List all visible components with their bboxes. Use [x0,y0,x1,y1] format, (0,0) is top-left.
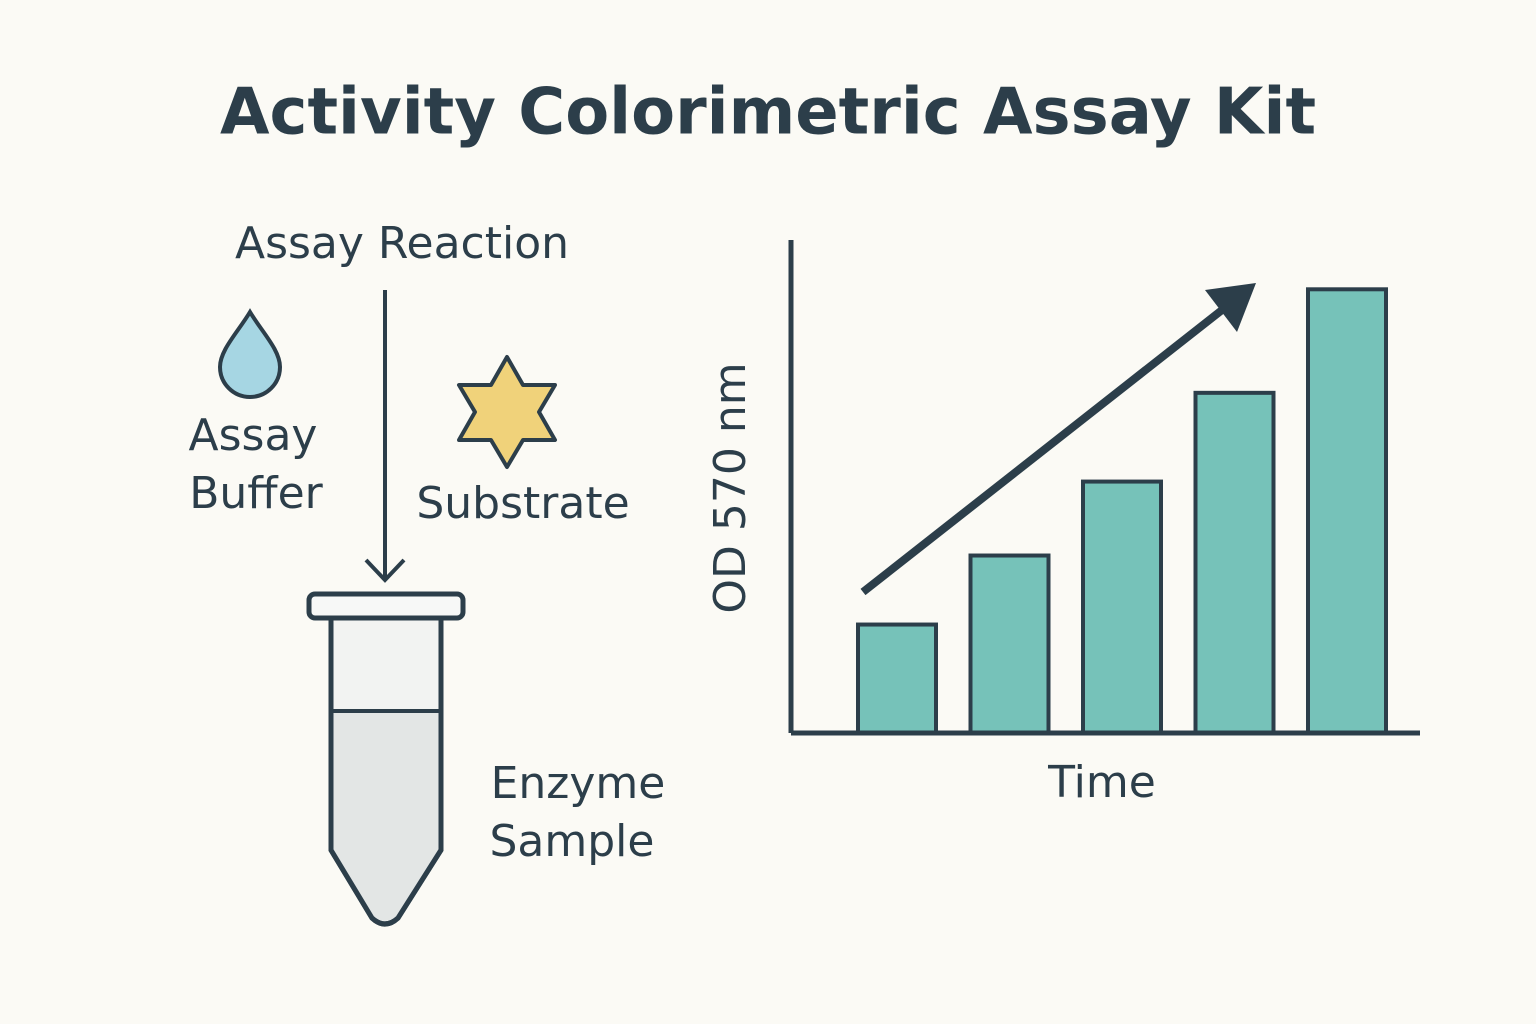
chart: OD 570 nm Time [705,240,1420,808]
sample-label: Sample [490,816,655,867]
substrate-star [457,355,557,469]
bar [1306,287,1388,735]
y-axis-label: OD 570 nm [705,362,756,613]
tube-outline [328,618,444,927]
tube-cap [306,591,466,621]
buffer-label: Buffer [189,468,323,519]
bar [1081,479,1163,735]
bar [968,553,1051,736]
x-axis-label: Time [1047,757,1156,808]
reaction-label: Assay Reaction [235,218,569,269]
bar [856,622,938,735]
reaction-arrowhead [364,558,406,583]
substrate-label: Substrate [416,478,629,529]
sample-label: Enzyme [491,758,666,809]
buffer-label: Assay [189,410,318,461]
trend-arrowhead [1205,283,1256,332]
bar [1193,390,1276,735]
trend-arrow [860,306,1225,596]
title: Activity Colorimetric Assay Kit [220,76,1316,150]
tube-liquid [333,711,439,921]
buffer-drop [217,308,283,399]
